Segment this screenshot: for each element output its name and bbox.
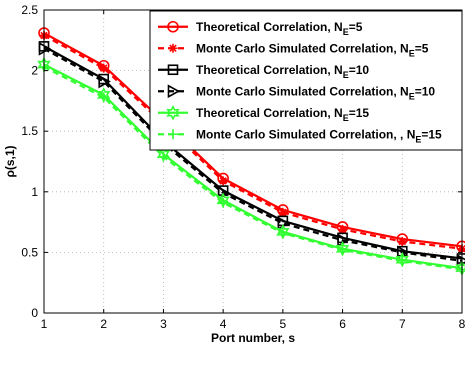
legend-label-suffix: =15 — [349, 106, 370, 120]
plot-frame — [43, 9, 463, 314]
series-5-line — [43, 63, 463, 270]
series-3-line — [43, 45, 463, 260]
legend-label-name: Theoretical Correlation, N — [196, 106, 343, 120]
legend-label: Monte Carlo Simulated Correlation, NE=10 — [196, 84, 435, 101]
series-2-point — [99, 63, 109, 73]
legend-swatch-marker — [168, 43, 178, 53]
x-axis-label: Port number, s — [211, 331, 295, 345]
x-tick-label: 7 — [399, 317, 406, 331]
x-tick-label: 5 — [280, 317, 287, 331]
series-6-point — [337, 244, 348, 255]
series-6-point — [277, 228, 288, 239]
series-6-line — [43, 65, 463, 271]
legend-label-suffix: =10 — [415, 84, 436, 98]
series-4-line — [43, 47, 463, 262]
y-tick-label: 2 — [31, 64, 38, 78]
y-axis-label: ρ(s,1) — [3, 145, 17, 177]
legend-label: Monte Carlo Simulated Correlation, NE=5 — [196, 41, 429, 58]
legend-label-name: Theoretical Correlation, N — [196, 20, 343, 34]
series-6-point — [218, 197, 229, 208]
legend-entry-5: Theoretical Correlation, NE=15 — [158, 105, 369, 123]
series-2-point — [397, 236, 407, 246]
axes: 1 2 3 4 5 6 7 8 0 0.5 1 1.5 2 2.5 — [21, 3, 465, 331]
legend-box — [149, 10, 463, 151]
legend-label-suffix: =5 — [349, 20, 363, 34]
series-2-line — [43, 34, 463, 250]
legend-label-suffix: =15 — [421, 127, 442, 141]
series-1-line — [43, 32, 463, 248]
series-layer — [37, 27, 465, 276]
legend-label: Theoretical Correlation, NE=10 — [196, 63, 369, 80]
legend-swatch-marker — [167, 64, 179, 76]
legend-label-suffix: =5 — [415, 41, 429, 55]
series-2-point — [218, 176, 228, 186]
y-tick-label: 0.5 — [21, 245, 38, 259]
x-tick-label: 4 — [220, 317, 227, 331]
series-6-point — [158, 151, 169, 162]
x-tick-label: 3 — [160, 317, 167, 331]
legend-label-name: Monte Carlo Simulated Correlation, , N — [196, 127, 415, 141]
legend-entry-3: Theoretical Correlation, NE=10 — [158, 63, 369, 80]
series-2-point — [338, 224, 348, 234]
y-tick-label: 2.5 — [21, 3, 38, 17]
y-tick-label: 0 — [31, 306, 38, 320]
legend-swatch-marker — [167, 84, 181, 99]
legend-label-subscript: E — [409, 48, 415, 58]
legend-swatch-marker — [167, 20, 179, 33]
legend-label: Theoretical Correlation, NE=5 — [196, 20, 363, 37]
series-6-point — [397, 255, 408, 266]
legend-entry-6: Monte Carlo Simulated Correlation, , NE=… — [158, 127, 442, 144]
series-2-point — [278, 207, 288, 217]
legend-label-subscript: E — [415, 134, 421, 144]
x-tick-label: 1 — [41, 317, 48, 331]
x-tick-label: 6 — [339, 317, 346, 331]
legend-label-subscript: E — [343, 27, 349, 37]
x-tick-label: 2 — [100, 317, 107, 331]
legend-entry-4: Monte Carlo Simulated Correlation, NE=10 — [158, 84, 435, 101]
y-tick-label: 1 — [31, 185, 38, 199]
legend-entry-2: Monte Carlo Simulated Correlation, NE=5 — [158, 41, 429, 58]
legend-swatch-marker — [166, 105, 180, 121]
legend-label-subscript: E — [343, 70, 349, 80]
legend-entry-1: Theoretical Correlation, NE=5 — [158, 20, 363, 37]
series-6-point — [98, 92, 109, 103]
series-4-point — [98, 74, 111, 89]
legend-label-name: Monte Carlo Simulated Correlation, N — [196, 84, 409, 98]
legend-label-subscript: E — [343, 113, 349, 123]
y-tick-label: 1.5 — [21, 124, 38, 138]
legend-label: Monte Carlo Simulated Correlation, , NE=… — [196, 127, 442, 144]
legend-label-subscript: E — [409, 91, 415, 101]
legend-label-name: Monte Carlo Simulated Correlation, N — [196, 41, 409, 55]
legend-label-suffix: =10 — [349, 63, 370, 77]
legend-swatch-marker — [168, 129, 178, 140]
legend-label-name: Theoretical Correlation, N — [196, 63, 343, 77]
legend-label: Theoretical Correlation, NE=15 — [196, 106, 369, 123]
x-tick-label: 8 — [459, 317, 465, 331]
